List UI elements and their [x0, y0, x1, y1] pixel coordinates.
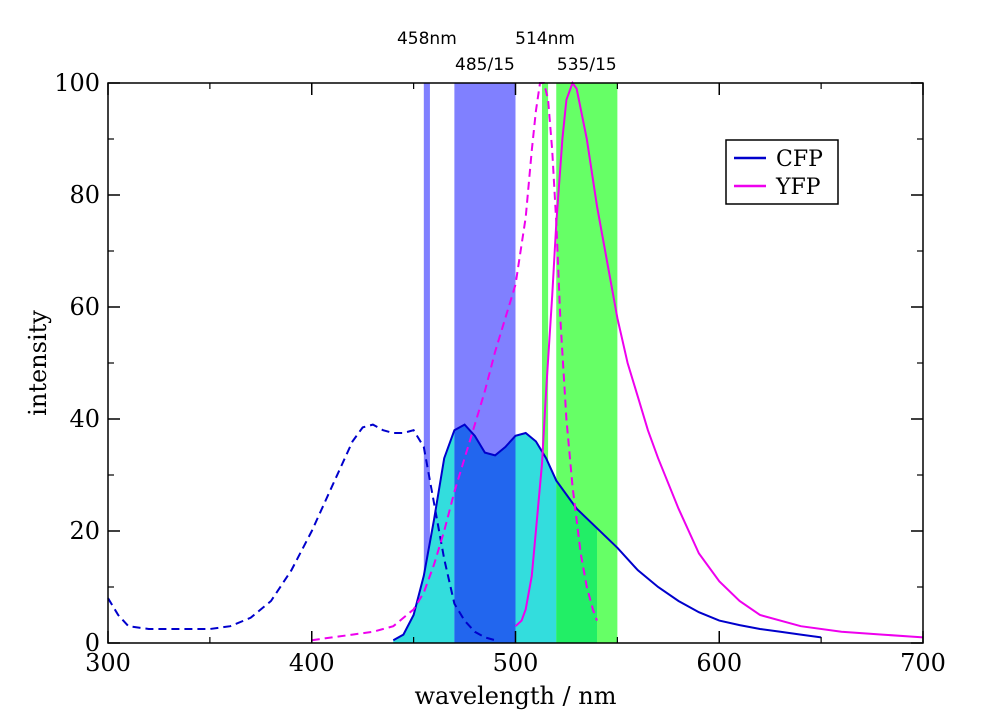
- cfp-fill-blue-band: [454, 424, 516, 643]
- filter-band-458nm: [423, 83, 430, 643]
- x-tick-label: 300: [85, 649, 131, 677]
- cfp-fill-green-band: [556, 480, 597, 643]
- x-axis-title: wavelength / nm: [415, 682, 617, 710]
- series-yfp-emission: [514, 80, 924, 639]
- x-tick-label: 400: [289, 649, 335, 677]
- x-tick-label: 600: [696, 649, 742, 677]
- y-tick-label: 60: [69, 293, 100, 321]
- band-label: 485/15: [455, 55, 515, 75]
- series-lines-layer: [107, 80, 924, 642]
- y-axis-title: intensity: [24, 310, 52, 416]
- x-tick-label: 500: [493, 649, 539, 677]
- band-label: 514nm: [515, 29, 575, 49]
- band-label: 535/15: [557, 55, 617, 75]
- y-tick-label: 20: [69, 517, 100, 545]
- band-label: 458nm: [397, 29, 457, 49]
- legend: CFP YFP: [725, 139, 839, 205]
- y-tick-label: 0: [85, 629, 100, 657]
- cfp-fill-cyan-left: [393, 430, 455, 643]
- axis-ticks-layer: 300 400 500 600 700 0 20 40 60 80 100: [54, 69, 946, 677]
- legend-box: [725, 139, 839, 205]
- legend-label-yfp: YFP: [775, 175, 821, 200]
- y-tick-label: 100: [54, 69, 100, 97]
- x-tick-label: 700: [900, 649, 946, 677]
- filter-band-514nm: [541, 83, 549, 643]
- series-cfp-excitation: [107, 423, 496, 642]
- y-tick-label: 80: [69, 181, 100, 209]
- series-cfp-emission: [392, 423, 822, 642]
- series-yfp-excitation: [311, 82, 598, 642]
- legend-label-cfp: CFP: [776, 147, 823, 172]
- y-tick-label: 40: [69, 405, 100, 433]
